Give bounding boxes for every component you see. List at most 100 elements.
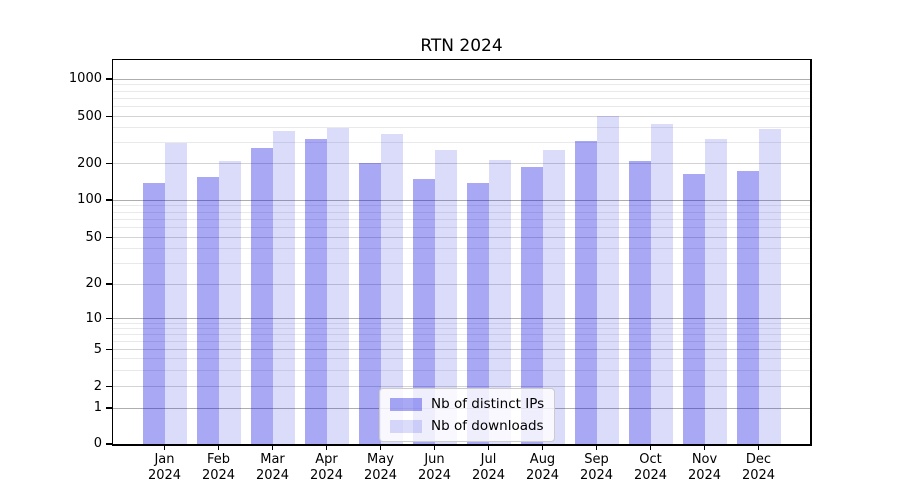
gridline-minor	[113, 358, 810, 359]
gridline-minor	[113, 333, 810, 335]
bar-distinct-ips-oct	[628, 160, 651, 444]
plot-spine-bottom	[111, 444, 812, 446]
y-tick-mark	[105, 443, 113, 445]
plot-spine-top	[111, 58, 812, 60]
y-tick-mark	[105, 348, 113, 351]
legend-swatch-distinct-ips	[390, 397, 422, 411]
gridline-minor	[113, 211, 810, 213]
bar-downloads-jun	[434, 150, 457, 444]
x-tick-label-jan: Jan 2024	[147, 452, 182, 483]
bar-distinct-ips-jun	[412, 179, 435, 444]
bar-downloads-nov	[704, 138, 727, 444]
y-tick-mark	[105, 385, 113, 388]
x-tick-mark	[433, 445, 436, 450]
y-tick-label-5: 5	[93, 341, 102, 357]
plot-spine-right	[810, 58, 812, 446]
gridline-minor	[113, 106, 810, 108]
gridline-labeled	[113, 283, 810, 285]
gridline-labeled	[113, 116, 810, 117]
bar-downloads-oct	[650, 123, 673, 444]
legend-label-downloads: Nb of downloads	[431, 418, 544, 434]
y-tick-mark	[105, 283, 113, 285]
gridline-labeled	[113, 349, 810, 350]
y-tick-label-0: 0	[93, 436, 102, 451]
gridline-minor	[113, 90, 810, 92]
gridline-minor	[113, 218, 810, 220]
legend-swatch-downloads	[390, 419, 422, 433]
x-tick-mark	[325, 445, 328, 450]
x-tick-mark	[271, 445, 274, 450]
x-tick-label-oct: Oct 2024	[633, 452, 668, 483]
bar-distinct-ips-jan	[142, 183, 165, 444]
gridline-minor	[113, 340, 810, 342]
bar-distinct-ips-nov	[682, 173, 705, 444]
y-tick-label-1000: 1000	[68, 71, 102, 86]
y-tick-label-500: 500	[77, 108, 102, 124]
gridline-major	[113, 318, 810, 319]
y-tick-mark	[105, 199, 113, 201]
bar-distinct-ips-mar	[250, 148, 273, 444]
bar-distinct-ips-jul	[466, 182, 489, 444]
x-tick-label-mar: Mar 2024	[255, 452, 290, 483]
gridline-labeled	[113, 386, 810, 387]
x-tick-label-nov: Nov 2024	[687, 452, 722, 483]
bar-downloads-apr	[326, 127, 349, 444]
gridline-minor	[113, 262, 810, 264]
y-tick-mark	[105, 407, 113, 409]
bar-downloads-sep	[596, 115, 619, 444]
bar-downloads-dec	[758, 129, 781, 444]
gridline-labeled	[113, 163, 810, 164]
x-tick-mark	[541, 445, 544, 450]
bar-distinct-ips-feb	[196, 177, 219, 444]
x-tick-mark	[595, 445, 598, 450]
bar-distinct-ips-sep	[574, 141, 597, 444]
x-tick-label-dec: Dec 2024	[741, 452, 776, 483]
x-tick-mark	[379, 445, 382, 450]
legend-item-distinct-ips: Nb of distinct IPs	[390, 396, 544, 412]
bar-downloads-aug	[542, 149, 565, 444]
bar-distinct-ips-dec	[736, 171, 759, 444]
legend-item-downloads: Nb of downloads	[390, 418, 544, 434]
x-tick-mark	[487, 445, 490, 450]
gridline-labeled	[113, 237, 810, 238]
x-tick-mark	[163, 445, 166, 450]
legend-label-distinct-ips: Nb of distinct IPs	[431, 396, 545, 412]
y-tick-mark	[105, 162, 113, 165]
x-tick-label-jun: Jun 2024	[417, 452, 452, 483]
y-tick-label-10: 10	[85, 310, 102, 326]
x-tick-label-apr: Apr 2024	[309, 452, 344, 483]
bar-downloads-jan	[164, 142, 187, 444]
x-tick-mark	[703, 445, 706, 450]
x-tick-label-may: May 2024	[363, 452, 398, 483]
x-tick-label-feb: Feb 2024	[201, 452, 236, 483]
gridline-minor	[113, 248, 810, 250]
gridline-minor	[113, 97, 810, 99]
x-tick-mark	[757, 445, 760, 450]
gridline-minor	[113, 142, 810, 144]
legend: Nb of distinct IPs Nb of downloads	[379, 388, 556, 442]
bar-downloads-feb	[218, 160, 241, 444]
plot-spine-left	[111, 58, 113, 446]
gridline-minor	[113, 127, 810, 129]
bar-downloads-mar	[272, 130, 295, 444]
bar-distinct-ips-may	[358, 163, 381, 444]
gridline-minor	[113, 205, 810, 207]
gridline-major	[113, 78, 810, 80]
y-tick-label-20: 20	[85, 276, 102, 291]
gridline-minor	[113, 322, 810, 324]
bar-distinct-ips-aug	[520, 167, 543, 444]
gridline-major	[113, 199, 810, 201]
gridline-minor	[113, 227, 810, 229]
gridline-minor	[113, 369, 810, 371]
x-tick-mark	[217, 445, 220, 450]
y-tick-label-2: 2	[93, 378, 102, 394]
bar-distinct-ips-apr	[304, 139, 327, 444]
x-tick-label-sep: Sep 2024	[579, 452, 614, 483]
y-tick-mark	[105, 115, 113, 118]
y-tick-label-50: 50	[85, 229, 102, 245]
y-tick-mark	[105, 236, 113, 239]
gridline-minor	[113, 327, 810, 329]
y-tick-label-100: 100	[77, 192, 102, 207]
bar-downloads-jul	[488, 159, 511, 444]
